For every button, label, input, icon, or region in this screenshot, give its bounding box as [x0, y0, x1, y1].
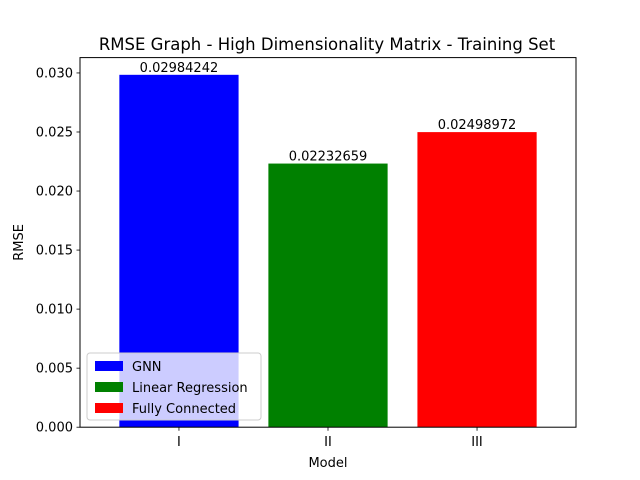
x-tick-label: III [471, 435, 483, 450]
legend: GNN Linear Regression Fully Connected [86, 352, 262, 421]
bar-value-label: 0.02232659 [289, 150, 368, 165]
legend-entry-label: Linear Regression [132, 381, 248, 396]
y-tick-label: 0.005 [36, 362, 73, 377]
legend-entry-label: Fully Connected [132, 402, 236, 417]
bar-value-label: 0.02984242 [140, 61, 219, 76]
y-tick-label: 0.015 [36, 244, 73, 259]
legend-swatch [95, 382, 123, 392]
bar-II [268, 163, 388, 428]
y-tick-label: 0.020 [36, 185, 73, 200]
y-tick-label: 0.010 [36, 303, 73, 318]
y-tick-label: 0.025 [36, 125, 73, 140]
bars-group [119, 74, 537, 428]
x-tick-label: I [177, 435, 181, 450]
legend-entry-label: GNN [132, 360, 162, 375]
y-axis: 0.000 0.005 0.010 0.015 0.020 0.025 0.030 [36, 66, 80, 436]
chart-title: RMSE Graph - High Dimensionality Matrix … [99, 35, 556, 54]
x-axis: I II III [177, 427, 483, 450]
x-tick-label: II [324, 435, 332, 450]
bar-labels-group: 0.02984242 0.02232659 0.02498972 [140, 61, 517, 165]
legend-swatch [95, 361, 123, 371]
legend-swatch [95, 403, 123, 413]
y-tick-label: 0.000 [36, 421, 73, 436]
y-axis-title: RMSE [12, 224, 27, 261]
bar-value-label: 0.02498972 [438, 118, 517, 133]
legend-box [86, 352, 262, 421]
bar-III [417, 132, 537, 428]
x-axis-title: Model [308, 456, 347, 471]
y-tick-label: 0.030 [36, 66, 73, 81]
